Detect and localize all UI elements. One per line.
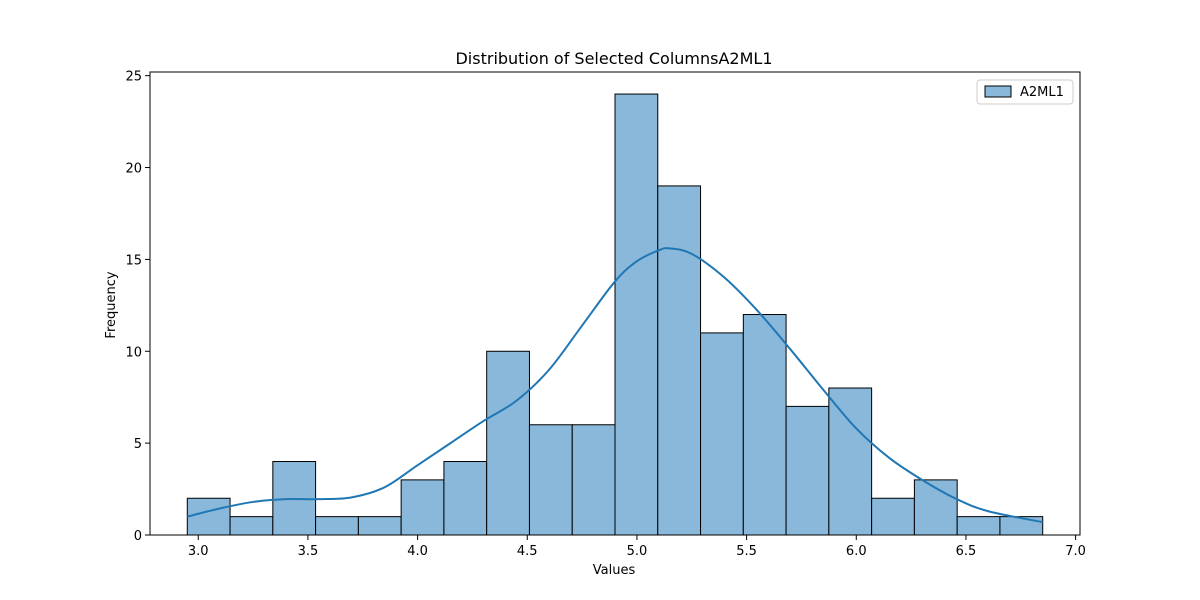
kde-curve xyxy=(187,247,1043,524)
y-tick-label: 5 xyxy=(134,437,142,452)
x-tick-label: 7.0 xyxy=(1065,544,1086,559)
x-tick-label: 6.0 xyxy=(846,544,867,559)
histogram-bar xyxy=(443,461,488,536)
y-axis: 0 5 10 15 20 25 xyxy=(125,70,150,544)
legend-swatch xyxy=(984,85,1012,98)
y-tick-label: 0 xyxy=(134,529,142,544)
plot-area-frame xyxy=(149,71,1081,536)
histogram-bar xyxy=(657,185,702,536)
histogram-bar xyxy=(315,516,359,536)
x-axis: 3.0 3.5 4.0 4.5 5.0 5.5 6.0 6.5 7.0 xyxy=(188,535,1086,559)
x-tick-label: 5.5 xyxy=(736,544,757,559)
y-tick-label: 10 xyxy=(125,345,142,360)
histogram-bar xyxy=(828,387,873,536)
histogram-bar xyxy=(400,479,445,536)
histogram-bar xyxy=(357,516,402,536)
chart-title: Distribution of Selected ColumnsA2ML1 xyxy=(455,49,772,68)
histogram-bar xyxy=(700,332,744,536)
histogram-bar xyxy=(614,93,659,536)
x-axis-title: Values xyxy=(593,563,636,578)
histogram-bar xyxy=(785,405,830,536)
x-tick-label: 4.0 xyxy=(407,544,428,559)
histogram-bar xyxy=(229,516,274,536)
histogram-bar xyxy=(486,350,530,536)
y-tick-label: 25 xyxy=(125,70,142,85)
x-tick-label: 5.0 xyxy=(627,544,648,559)
histogram-bar xyxy=(999,516,1044,536)
histogram-bar xyxy=(186,497,231,536)
y-tick-label: 20 xyxy=(125,162,142,177)
x-tick-label: 3.0 xyxy=(188,544,209,559)
histogram-bar xyxy=(742,314,787,536)
histogram-bar xyxy=(528,424,573,536)
bars-layer xyxy=(186,93,1044,536)
legend-label: A2ML1 xyxy=(1020,85,1064,100)
histogram-bar xyxy=(956,516,1001,536)
y-axis-title: Frequency xyxy=(104,271,119,338)
legend: A2ML1 xyxy=(976,79,1074,105)
histogram-bar xyxy=(871,497,915,536)
x-tick-label: 3.5 xyxy=(298,544,319,559)
x-tick-label: 6.5 xyxy=(956,544,977,559)
y-tick-label: 15 xyxy=(125,253,142,268)
histogram-bar xyxy=(571,424,616,536)
x-tick-label: 4.5 xyxy=(517,544,538,559)
